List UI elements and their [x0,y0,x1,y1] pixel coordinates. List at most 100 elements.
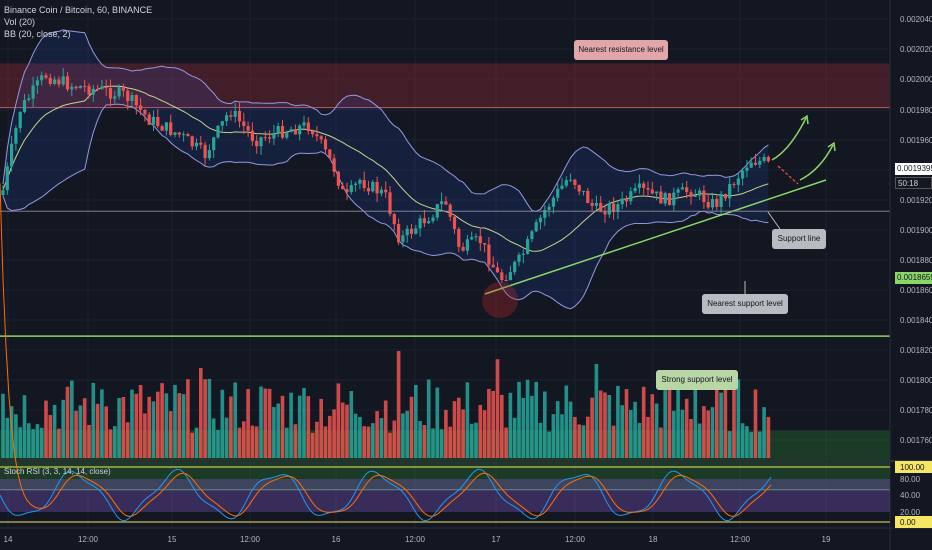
candle-body [397,224,401,243]
nearest-support-note[interactable]: Nearest support level [702,294,788,314]
support-line-note[interactable]: Support line [772,229,826,249]
volume-bar [125,422,130,458]
candle-body [427,221,431,224]
candle-body [405,228,409,236]
candle-body [594,202,598,206]
candle-body [379,189,383,194]
candle-body [57,79,61,85]
volume-bar [409,396,414,458]
volume-bar [22,395,27,458]
candle-body [478,236,482,243]
candle-body [160,126,164,131]
candle-body [474,236,478,238]
candle-body [749,162,753,168]
candle-body [599,202,603,212]
candle-body [130,95,134,102]
candle-body [302,122,306,126]
candle-body [577,185,581,192]
candle-body [345,189,349,193]
volume-bar [560,414,564,458]
volume-bar [340,402,345,458]
volume-bar [431,428,435,458]
candle-body [237,110,242,122]
candle-body [83,86,87,88]
volume-bar [160,383,164,458]
candle-body [229,115,233,117]
candle-body [444,201,448,205]
volume-bar [211,418,216,458]
candle-body [590,203,594,206]
volume-bar [749,432,753,458]
volume-bar [568,401,573,458]
candle-body [728,184,732,199]
volume-bar [547,431,551,458]
volume-bar [130,389,134,458]
volume-bar [302,388,306,458]
candle-body [121,87,125,91]
candle-body [31,85,35,99]
candle-body [491,264,495,268]
price-tick-label: 0.0017600 [900,436,932,445]
bollinger-upper [2,29,769,213]
volume-bar [504,427,508,458]
time-tick-label: 17 [492,535,501,544]
volume-bar [91,382,96,458]
volume-indicator-label: Vol (20) [4,17,36,27]
candle-body [336,171,340,186]
volume-bar [44,400,48,458]
volume-bar [461,409,465,458]
resistance-note[interactable]: Nearest resistance level [574,40,668,60]
volume-bar [100,389,104,458]
candle-body [177,132,181,135]
candle-body [18,111,22,129]
candle-body [633,187,637,192]
volume-bar [366,426,371,458]
volume-bar [143,413,147,458]
candle-body [500,272,504,281]
volume-bar [478,404,483,458]
volume-bar [646,416,650,458]
candle-body [629,191,633,202]
volume-bar [564,385,569,458]
candle-body [289,129,293,133]
candle-body [414,228,418,234]
volume-bar [482,410,487,458]
volume-bar [18,427,22,458]
candle-body [113,96,117,99]
volume-bar [207,378,212,458]
candle-body [581,190,586,192]
candle-body [564,180,568,186]
volume-bar [659,427,663,458]
volume-bar [435,387,440,458]
volume-bar [250,425,255,458]
support-price-label: 0.0018659 [895,272,932,284]
volume-bar [654,403,659,458]
candle-body [401,235,405,243]
candle-body [96,88,100,90]
volume-bar [633,401,637,458]
rsi-tick-label: 100.00 [900,463,925,472]
volume-bar [1,393,5,458]
candle-body [526,239,530,254]
volume-bar [637,422,642,458]
volume-bar [414,384,418,458]
volume-bar [263,388,268,458]
strong-support-note[interactable]: Strong support level [656,370,738,390]
volume-bar [349,391,354,458]
candle-body [698,190,702,196]
volume-bar [31,429,35,458]
candle-body [306,122,310,132]
volume-bar [629,409,633,458]
volume-bar [379,418,384,458]
resistance-zone [0,63,890,108]
bullish-arrow-2 [827,141,836,152]
volume-bar [134,393,139,458]
candle-body [513,261,517,273]
candle-body [203,144,207,159]
